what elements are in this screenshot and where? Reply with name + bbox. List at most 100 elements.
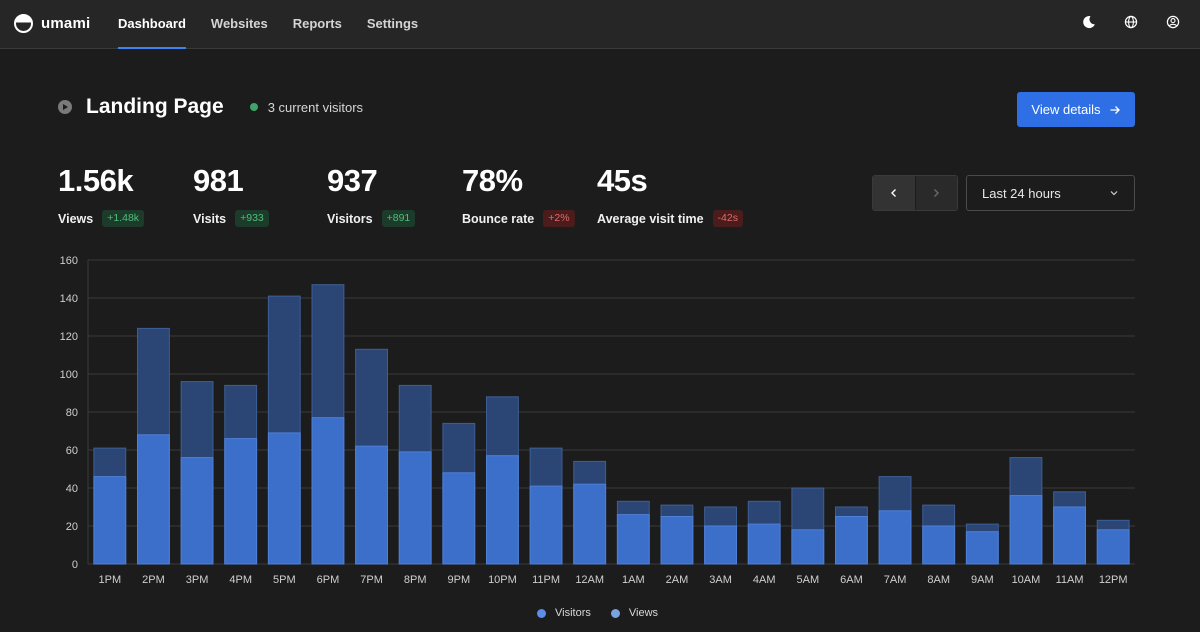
metric-views: 1.56k Views +1.48k [58,163,193,227]
bar-visitors-3PM [181,458,213,564]
chevron-left-icon [889,188,899,198]
date-range-value: Last 24 hours [982,186,1061,201]
y-axis-labels: 0 20 40 60 80 100 120 140 160 [60,255,78,571]
bar-visitors-7AM [879,511,911,564]
user-icon[interactable] [1166,15,1180,29]
bar-visitors-2AM [661,517,693,565]
top-navigation-bar: umami Dashboard Websites Reports Setting… [0,0,1200,49]
bar-visitors-9PM [443,473,475,564]
x-tick-label: 2AM [666,574,689,586]
nav-settings[interactable]: Settings [367,0,418,49]
x-tick-label: 10AM [1012,574,1041,586]
app-logo[interactable]: umami [14,14,90,33]
legend-views[interactable]: Views [611,607,658,619]
legend-label-views: Views [629,607,658,619]
bar-visitors-8PM [399,452,431,564]
bar-visitors-11AM [1054,507,1086,564]
view-details-label: View details [1031,102,1100,117]
current-visitors-text: 3 current visitors [268,100,363,115]
page-header: Landing Page 3 current visitors [58,95,363,119]
metric-label: Views [58,212,93,226]
metric-value: 45s [597,163,797,199]
bar-visitors-11PM [530,486,562,564]
x-tick-label: 4PM [229,574,252,586]
x-tick-label: 8AM [927,574,950,586]
change-badge: +933 [235,210,269,227]
bar-visitors-6AM [836,517,868,565]
y-tick-label: 120 [60,331,78,343]
nav-websites[interactable]: Websites [211,0,268,49]
bar-visitors-10AM [1010,496,1042,564]
globe-icon[interactable] [1124,15,1138,29]
pageviews-chart: 1PM 2PM 3PM 4PM 5PM 6PM 7PM 8PM 9PM 10PM 11PM 12AM 1… [0,248,1200,593]
x-axis-labels: 1PM 2PM 3PM 4PM 5PM 6PM 7PM 8PM 9PM 10PM 11PM 12AM 1… [99,574,1128,586]
moon-icon[interactable] [1082,15,1096,29]
bar-visitors-5AM [792,530,824,564]
x-tick-label: 1PM [99,574,122,586]
x-tick-label: 11PM [532,574,560,586]
next-period-button[interactable] [915,176,957,210]
bar-visitors-3AM [705,526,737,564]
y-tick-label: 40 [66,483,78,495]
chevron-right-icon [931,188,941,198]
metric-value: 981 [193,163,327,199]
metric-visitors: 937 Visitors +891 [327,163,462,227]
x-tick-label: 6PM [317,574,340,586]
bar-visitors-8AM [923,526,955,564]
app-name: umami [41,15,90,32]
legend-visitors[interactable]: Visitors [537,607,591,619]
nav-dashboard[interactable]: Dashboard [118,0,186,49]
date-range-select[interactable]: Last 24 hours [966,175,1135,211]
legend-swatch-views [611,609,620,618]
x-tick-label: 5PM [273,574,296,586]
metrics-bar: 1.56k Views +1.48k 981 Visits +933 937 V… [58,163,797,227]
header-actions [1082,15,1180,29]
live-status-dot [250,103,258,111]
x-tick-label: 10PM [488,574,517,586]
previous-period-button[interactable] [873,176,915,210]
bar-visitors-1PM [94,477,126,564]
x-tick-label: 1AM [622,574,645,586]
y-tick-label: 80 [66,407,78,419]
metric-value: 78% [462,163,597,199]
x-tick-label: 12AM [575,574,604,586]
chart-bars [94,285,1129,564]
play-icon[interactable] [58,100,72,114]
x-tick-label: 8PM [404,574,427,586]
bar-visitors-12AM [574,484,606,564]
bar-visitors-4AM [748,524,780,564]
change-badge: +891 [382,210,416,227]
change-badge: -42s [713,210,743,227]
bar-visitors-6PM [312,418,344,564]
x-tick-label: 9AM [971,574,994,586]
bar-visitors-1AM [617,515,649,564]
metric-label: Average visit time [597,212,704,226]
legend-label-visitors: Visitors [555,607,591,619]
x-tick-label: 11AM [1056,574,1084,586]
metric-value: 1.56k [58,163,193,199]
bar-visitors-9AM [966,532,998,564]
x-tick-label: 2PM [142,574,165,586]
metric-visits: 981 Visits +933 [193,163,327,227]
change-badge: +1.48k [102,210,144,227]
date-navigation [872,175,958,211]
bar-visitors-7PM [356,446,388,564]
view-details-button[interactable]: View details [1017,92,1135,127]
metric-label: Bounce rate [462,212,534,226]
x-tick-label: 7PM [360,574,383,586]
x-tick-label: 12PM [1099,574,1128,586]
bar-visitors-5PM [268,433,300,564]
metric-label: Visitors [327,212,373,226]
metric-label: Visits [193,212,226,226]
legend-swatch-visitors [537,609,546,618]
x-tick-label: 3AM [709,574,732,586]
bar-visitors-2PM [138,435,170,564]
metric-average-visit-time: 45s Average visit time -42s [597,163,797,227]
arrow-right-icon [1109,104,1121,116]
x-tick-label: 4AM [753,574,776,586]
y-tick-label: 140 [60,293,78,305]
nav-reports[interactable]: Reports [293,0,342,49]
x-tick-label: 7AM [884,574,907,586]
chevron-down-icon [1109,188,1119,198]
change-badge: +2% [543,210,574,227]
